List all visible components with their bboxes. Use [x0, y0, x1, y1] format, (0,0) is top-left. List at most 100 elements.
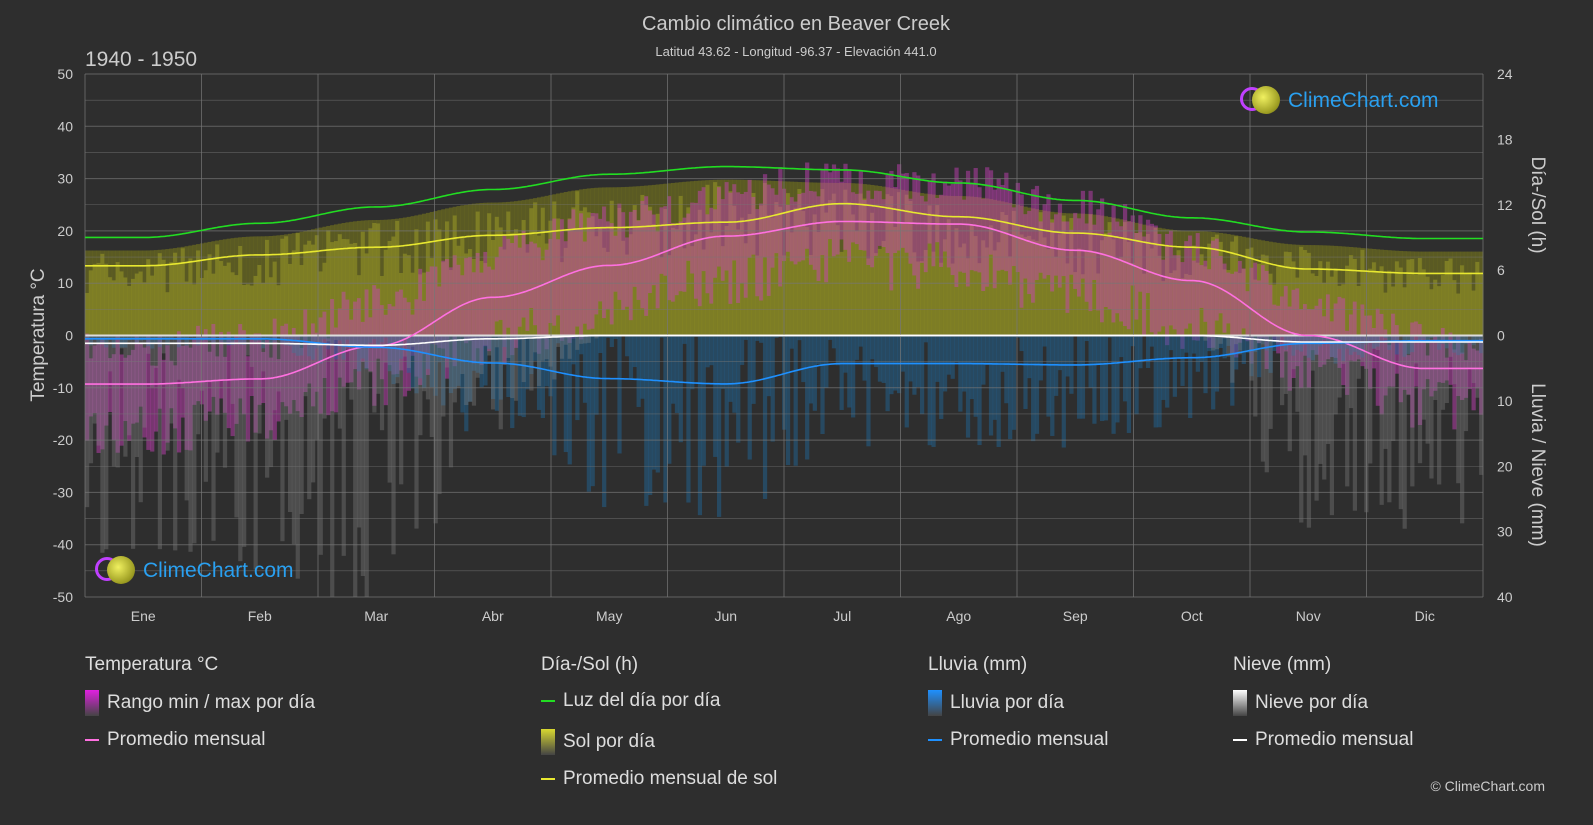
- temp-range-bar: [544, 249, 549, 350]
- temp-range-bar: [479, 272, 484, 366]
- temp-range-bar: [146, 335, 151, 450]
- temp-range-bar: [199, 336, 205, 405]
- rain-bar: [1096, 335, 1101, 365]
- sun-bar: [498, 227, 503, 336]
- sun-bar: [1054, 256, 1059, 336]
- rain-bar: [303, 335, 308, 341]
- rain-bar: [1203, 335, 1208, 394]
- sun-bar: [931, 251, 936, 336]
- rain-bar: [353, 335, 358, 347]
- rain-bar: [1226, 335, 1231, 346]
- sun-bar: [1073, 272, 1078, 336]
- logo-top[interactable]: ClimeChart.com: [1240, 86, 1439, 116]
- sun-bar: [1249, 247, 1254, 336]
- rain-bar: [1184, 335, 1189, 353]
- temp-range-bar: [1479, 338, 1484, 415]
- sun-bar: [1452, 280, 1457, 336]
- chart-title: Cambio climático en Beaver Creek: [642, 13, 951, 35]
- chart-subtitle: Latitud 43.62 - Longitud -96.37 - Elevac…: [655, 44, 936, 59]
- rain-bar: [1429, 335, 1434, 339]
- snow-bar: [1211, 335, 1216, 351]
- temp-range-bar: [755, 209, 760, 297]
- temp-range-bar: [801, 192, 806, 261]
- rain-bar: [912, 335, 917, 395]
- sun-bar: [759, 205, 764, 336]
- sun-bar: [1352, 258, 1358, 336]
- snow-bar: [92, 335, 97, 424]
- rain-bar: [1153, 335, 1158, 428]
- y-right-bottom-label: Lluvia / Nieve (mm): [1527, 383, 1548, 547]
- sun-bar: [85, 293, 90, 336]
- sun-bar: [954, 228, 959, 336]
- sun-bar: [659, 257, 664, 336]
- snow-bar: [1471, 335, 1476, 384]
- temp-range-bar: [1161, 259, 1166, 327]
- temp-range-bar: [862, 199, 867, 251]
- snow-bar: [1291, 335, 1296, 370]
- rain-bar: [1410, 335, 1415, 353]
- rain-bar: [1440, 335, 1446, 344]
- temp-range-bar: [1218, 255, 1223, 314]
- temp-range-bar: [877, 191, 883, 246]
- sun-bar: [1057, 234, 1063, 336]
- temp-range-bar: [471, 272, 477, 364]
- sun-bar: [770, 217, 775, 336]
- snow-bar: [287, 335, 293, 513]
- temp-range-bar: [858, 170, 863, 250]
- rain-bar: [1195, 335, 1200, 372]
- sun-bar: [452, 215, 457, 336]
- temp-range-bar: [743, 191, 749, 298]
- temp-range-bar: [253, 333, 258, 433]
- sun-bar: [368, 228, 373, 336]
- sun-bar: [303, 244, 308, 336]
- temp-range-bar: [609, 223, 614, 325]
- rain-bar: [1015, 335, 1020, 338]
- sun-bar: [1360, 249, 1365, 336]
- legend-label: Nieve por día: [1255, 692, 1369, 713]
- temp-range-bar: [586, 217, 591, 330]
- snow-bar: [544, 335, 549, 360]
- sun-bar: [709, 232, 714, 336]
- rain-bar: [1230, 335, 1235, 406]
- sun-bar: [1280, 265, 1285, 336]
- rain-bar: [1034, 335, 1040, 434]
- sun-bar: [173, 252, 178, 336]
- snow-bar: [1479, 335, 1484, 475]
- sun-bar: [874, 253, 879, 336]
- legend-group-title: Nieve (mm): [1233, 654, 1332, 675]
- sun-bar: [1046, 249, 1051, 336]
- legend-line: [541, 778, 555, 780]
- sun-bar: [410, 272, 415, 336]
- rain-bar: [862, 335, 867, 381]
- temp-range-bar: [1425, 355, 1430, 380]
- rain-bar: [663, 335, 668, 503]
- rain-bar: [1272, 335, 1277, 352]
- sun-bar: [1214, 234, 1220, 336]
- temp-range-bar: [330, 299, 335, 412]
- snow-bar: [395, 335, 400, 384]
- sun-bar: [1126, 242, 1132, 336]
- logo-bottom[interactable]: ClimeChart.com: [95, 556, 294, 586]
- snow-bar: [234, 335, 239, 518]
- rain-bar: [345, 335, 350, 340]
- sun-bar: [437, 229, 442, 336]
- snow-bar: [111, 335, 117, 467]
- sun-bar: [318, 271, 323, 336]
- temp-range-bar: [625, 237, 630, 307]
- y-right-tick: 24: [1497, 66, 1513, 82]
- temp-range-bar: [663, 206, 668, 276]
- rain-bar: [211, 335, 216, 344]
- rain-bar: [1237, 335, 1243, 351]
- rain-bar: [498, 335, 503, 400]
- rain-bar: [690, 335, 695, 390]
- snow-bar: [211, 335, 216, 541]
- rain-bar: [307, 335, 312, 357]
- sun-bar: [602, 247, 607, 336]
- temp-range-bar: [1295, 288, 1300, 367]
- snow-bar: [1299, 335, 1304, 523]
- sun-bar: [1034, 240, 1040, 336]
- snow-bar: [475, 335, 480, 378]
- temp-range-bar: [1191, 260, 1197, 341]
- sun-bar: [1134, 232, 1139, 336]
- rain-bar: [452, 335, 457, 389]
